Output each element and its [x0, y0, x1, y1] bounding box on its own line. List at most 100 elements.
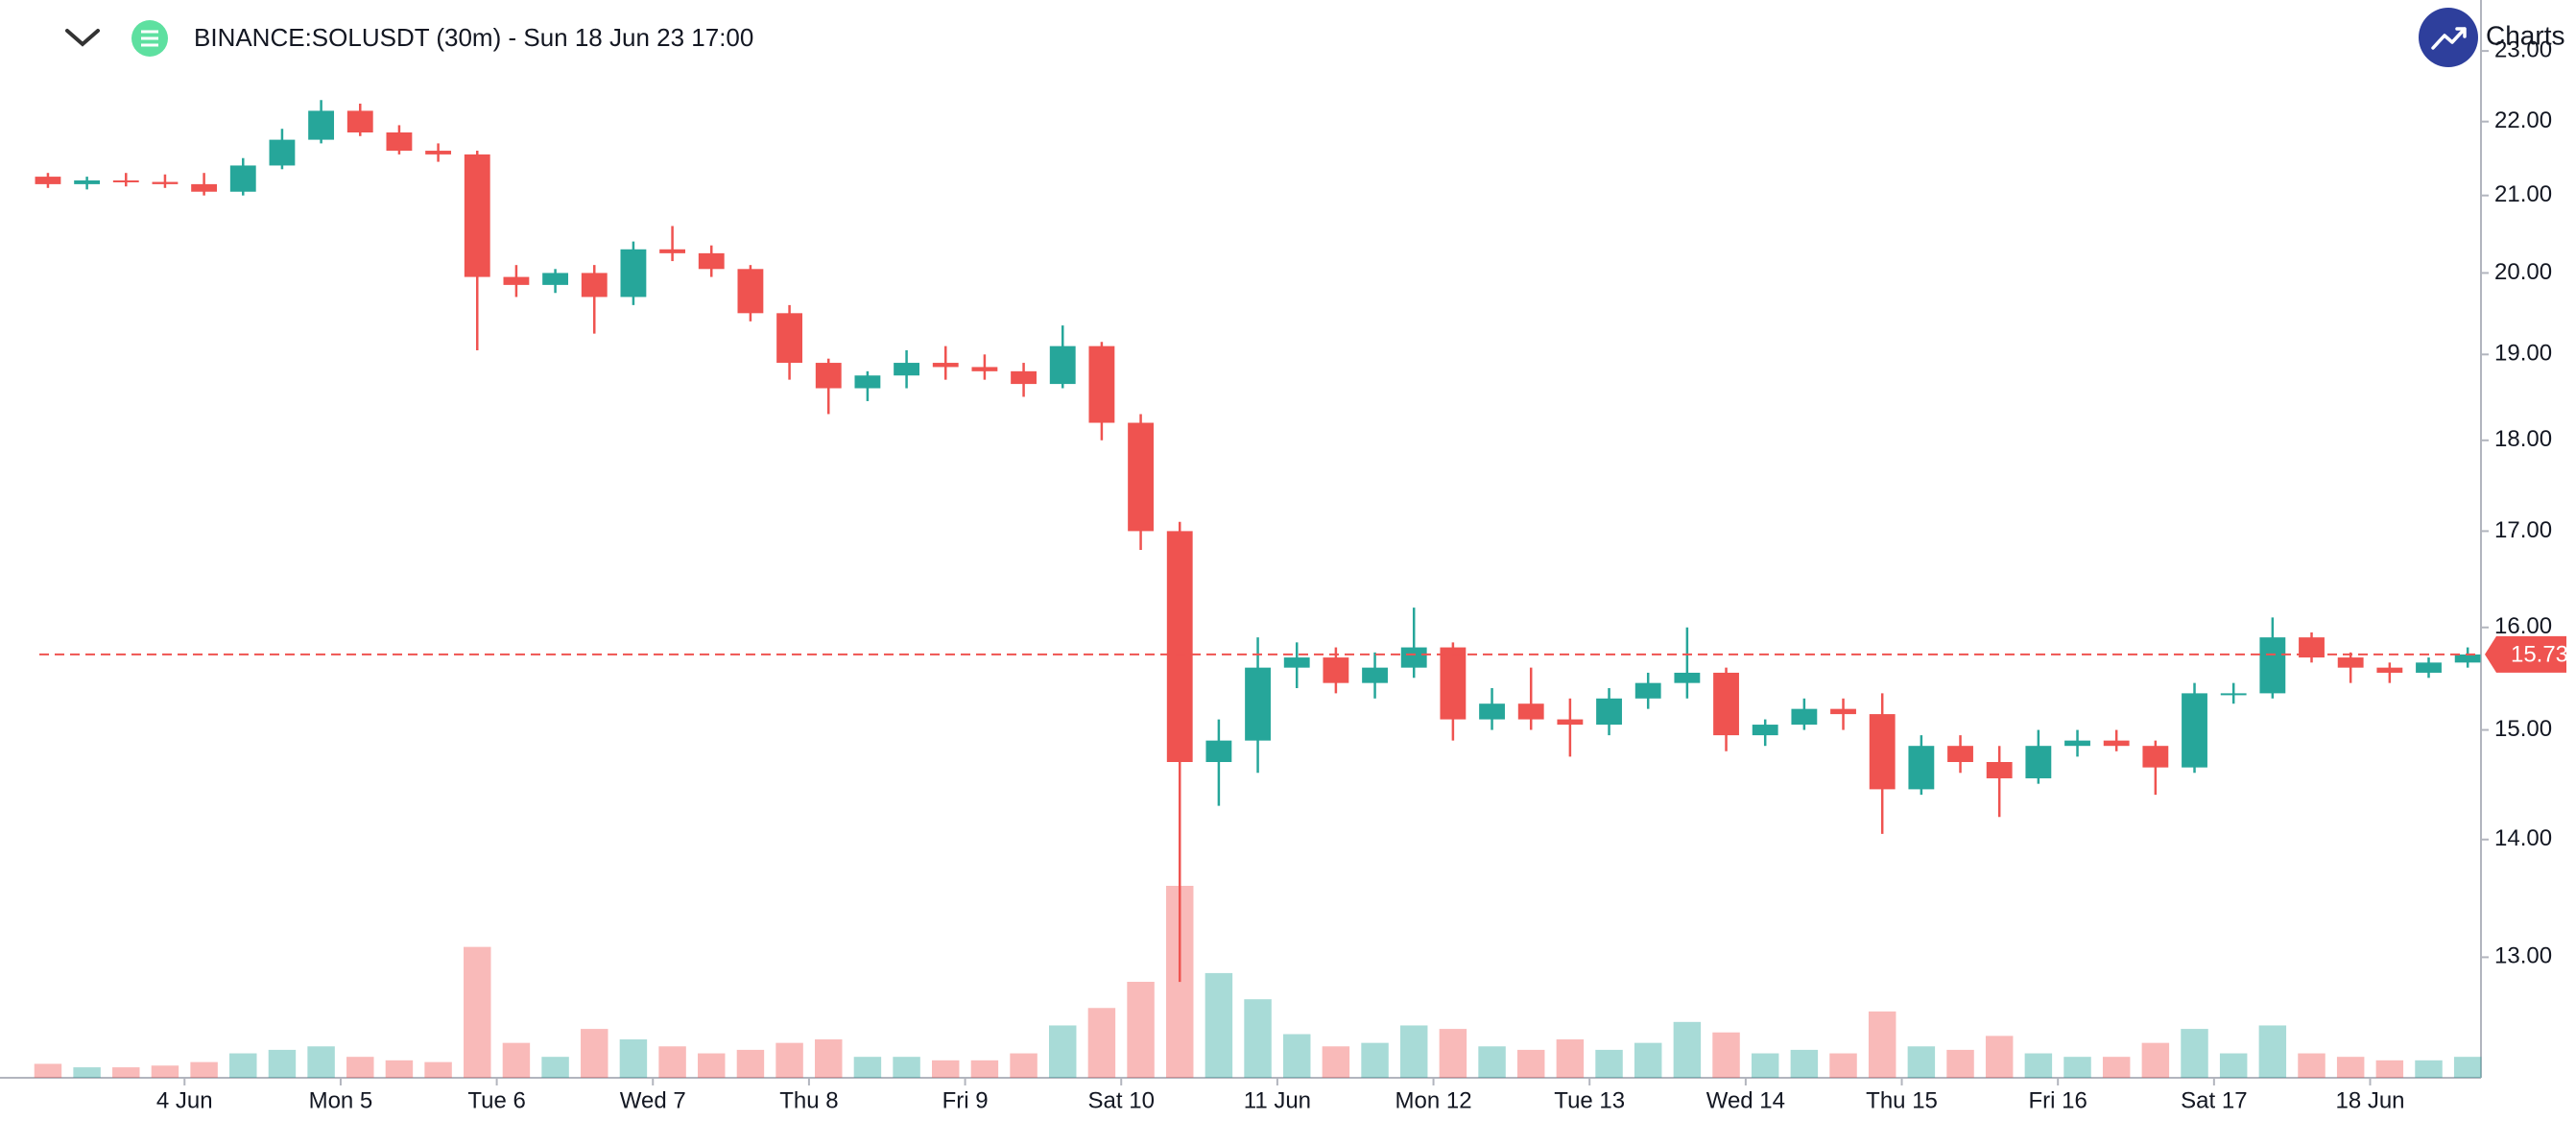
volume-bar — [1439, 1029, 1467, 1078]
volume-bar — [970, 1060, 999, 1078]
volume-bar — [2219, 1053, 2248, 1078]
volume-bar — [1049, 1025, 1077, 1078]
candle-body — [2259, 637, 2286, 694]
x-tick-label: Tue 6 — [467, 1087, 525, 1113]
candle-body — [620, 249, 647, 298]
volume-bar — [229, 1053, 257, 1078]
volume-bar — [1595, 1049, 1623, 1078]
candle-body — [2142, 746, 2169, 768]
candle-body — [1400, 647, 1427, 668]
volume-bar — [1907, 1046, 1936, 1078]
candle-body — [386, 132, 413, 152]
candle-body — [1908, 746, 1935, 790]
volume-bar — [502, 1042, 531, 1078]
volume-bar — [658, 1046, 686, 1078]
volume-bar — [2024, 1053, 2053, 1078]
volume-bar — [581, 1029, 608, 1078]
volume-bar — [268, 1049, 297, 1078]
y-tick-label: 16.00 — [2494, 613, 2552, 639]
candle-body — [737, 269, 764, 314]
volume-bar — [1087, 1008, 1116, 1078]
candle-body — [1166, 531, 1193, 762]
candle-body — [2376, 667, 2403, 673]
volume-bar — [2298, 1053, 2326, 1078]
candle-body — [1205, 740, 1232, 762]
candle-body — [346, 110, 373, 133]
volume-bar — [1516, 1049, 1545, 1078]
volume-bar — [2181, 1029, 2208, 1078]
volume-bar — [2336, 1057, 2365, 1078]
y-tick-label: 15.00 — [2494, 716, 2552, 742]
candle-body — [503, 276, 530, 285]
candle-body — [2454, 654, 2481, 663]
candle-body — [971, 367, 998, 371]
candle-body — [2103, 740, 2130, 747]
volume-bar — [853, 1057, 882, 1078]
y-tick-label: 19.00 — [2494, 341, 2552, 367]
volume-bar — [1829, 1053, 1857, 1078]
y-tick-label: 17.00 — [2494, 517, 2552, 543]
volume-bar — [1790, 1049, 1819, 1078]
x-tick-label: Fri 16 — [2029, 1087, 2087, 1113]
x-tick-label: Wed 14 — [1706, 1087, 1785, 1113]
last-price-tag — [2485, 635, 2566, 673]
last-price-label: 15.73 — [2511, 641, 2568, 667]
candle-body — [1557, 719, 1584, 726]
candle-body — [1596, 698, 1622, 726]
volume-bar — [112, 1067, 140, 1078]
candle-body — [1791, 708, 1818, 726]
volume-bar — [1399, 1025, 1428, 1078]
candle-body — [894, 363, 919, 376]
x-tick-label: Thu 8 — [779, 1087, 838, 1113]
volume-bar — [2141, 1042, 2170, 1078]
y-tick-label: 13.00 — [2494, 943, 2552, 969]
y-tick-label: 22.00 — [2494, 107, 2552, 133]
candle-body — [1283, 657, 1310, 668]
volume-bar — [34, 1063, 62, 1078]
x-tick-label: Sat 17 — [2181, 1087, 2247, 1113]
candle-body — [542, 273, 569, 285]
candle-body — [2299, 637, 2325, 658]
volume-bar — [1556, 1039, 1585, 1078]
x-tick-label: Sat 10 — [1088, 1087, 1155, 1113]
volume-bar — [1868, 1011, 1896, 1078]
brand-name[interactable]: Charts — [2486, 20, 2564, 50]
y-tick-label: 18.00 — [2494, 426, 2552, 452]
candle-body — [1986, 761, 2013, 778]
candle-body — [698, 252, 725, 270]
volume-bar — [2415, 1060, 2443, 1078]
volume-bar — [736, 1049, 765, 1078]
volume-bar — [385, 1060, 414, 1078]
volume-bar — [775, 1042, 803, 1078]
x-tick-label: Tue 13 — [1554, 1087, 1625, 1113]
volume-bar — [1322, 1046, 1350, 1078]
candle-body — [2220, 693, 2247, 696]
brand-logo-icon — [2431, 27, 2467, 50]
candle-body — [1869, 714, 1896, 790]
volume-bar — [1751, 1053, 1779, 1078]
x-tick-label: Thu 15 — [1866, 1087, 1938, 1113]
x-tick-label: Mon 5 — [309, 1087, 373, 1113]
candle-body — [1947, 746, 1973, 762]
candle-body — [659, 249, 686, 253]
candle-body — [35, 177, 61, 184]
candle-body — [1674, 672, 1701, 683]
candle-body — [425, 151, 452, 155]
candle-body — [1362, 667, 1388, 683]
volume-bar — [1946, 1049, 1974, 1078]
volume-bar — [190, 1061, 218, 1078]
candle-body — [152, 181, 179, 184]
candle-body — [191, 183, 218, 192]
candle-body — [2025, 746, 2052, 778]
volume-bar — [1478, 1046, 1506, 1078]
x-tick-label: 11 Jun — [1244, 1087, 1311, 1113]
volume-bar — [307, 1046, 335, 1078]
candle-body — [2182, 693, 2207, 768]
candle-body — [1634, 682, 1661, 699]
candle-body — [581, 273, 608, 298]
x-tick-label: 4 Jun — [156, 1087, 213, 1113]
collapse-chevron[interactable] — [65, 29, 100, 47]
volume-bar — [2258, 1025, 2287, 1078]
